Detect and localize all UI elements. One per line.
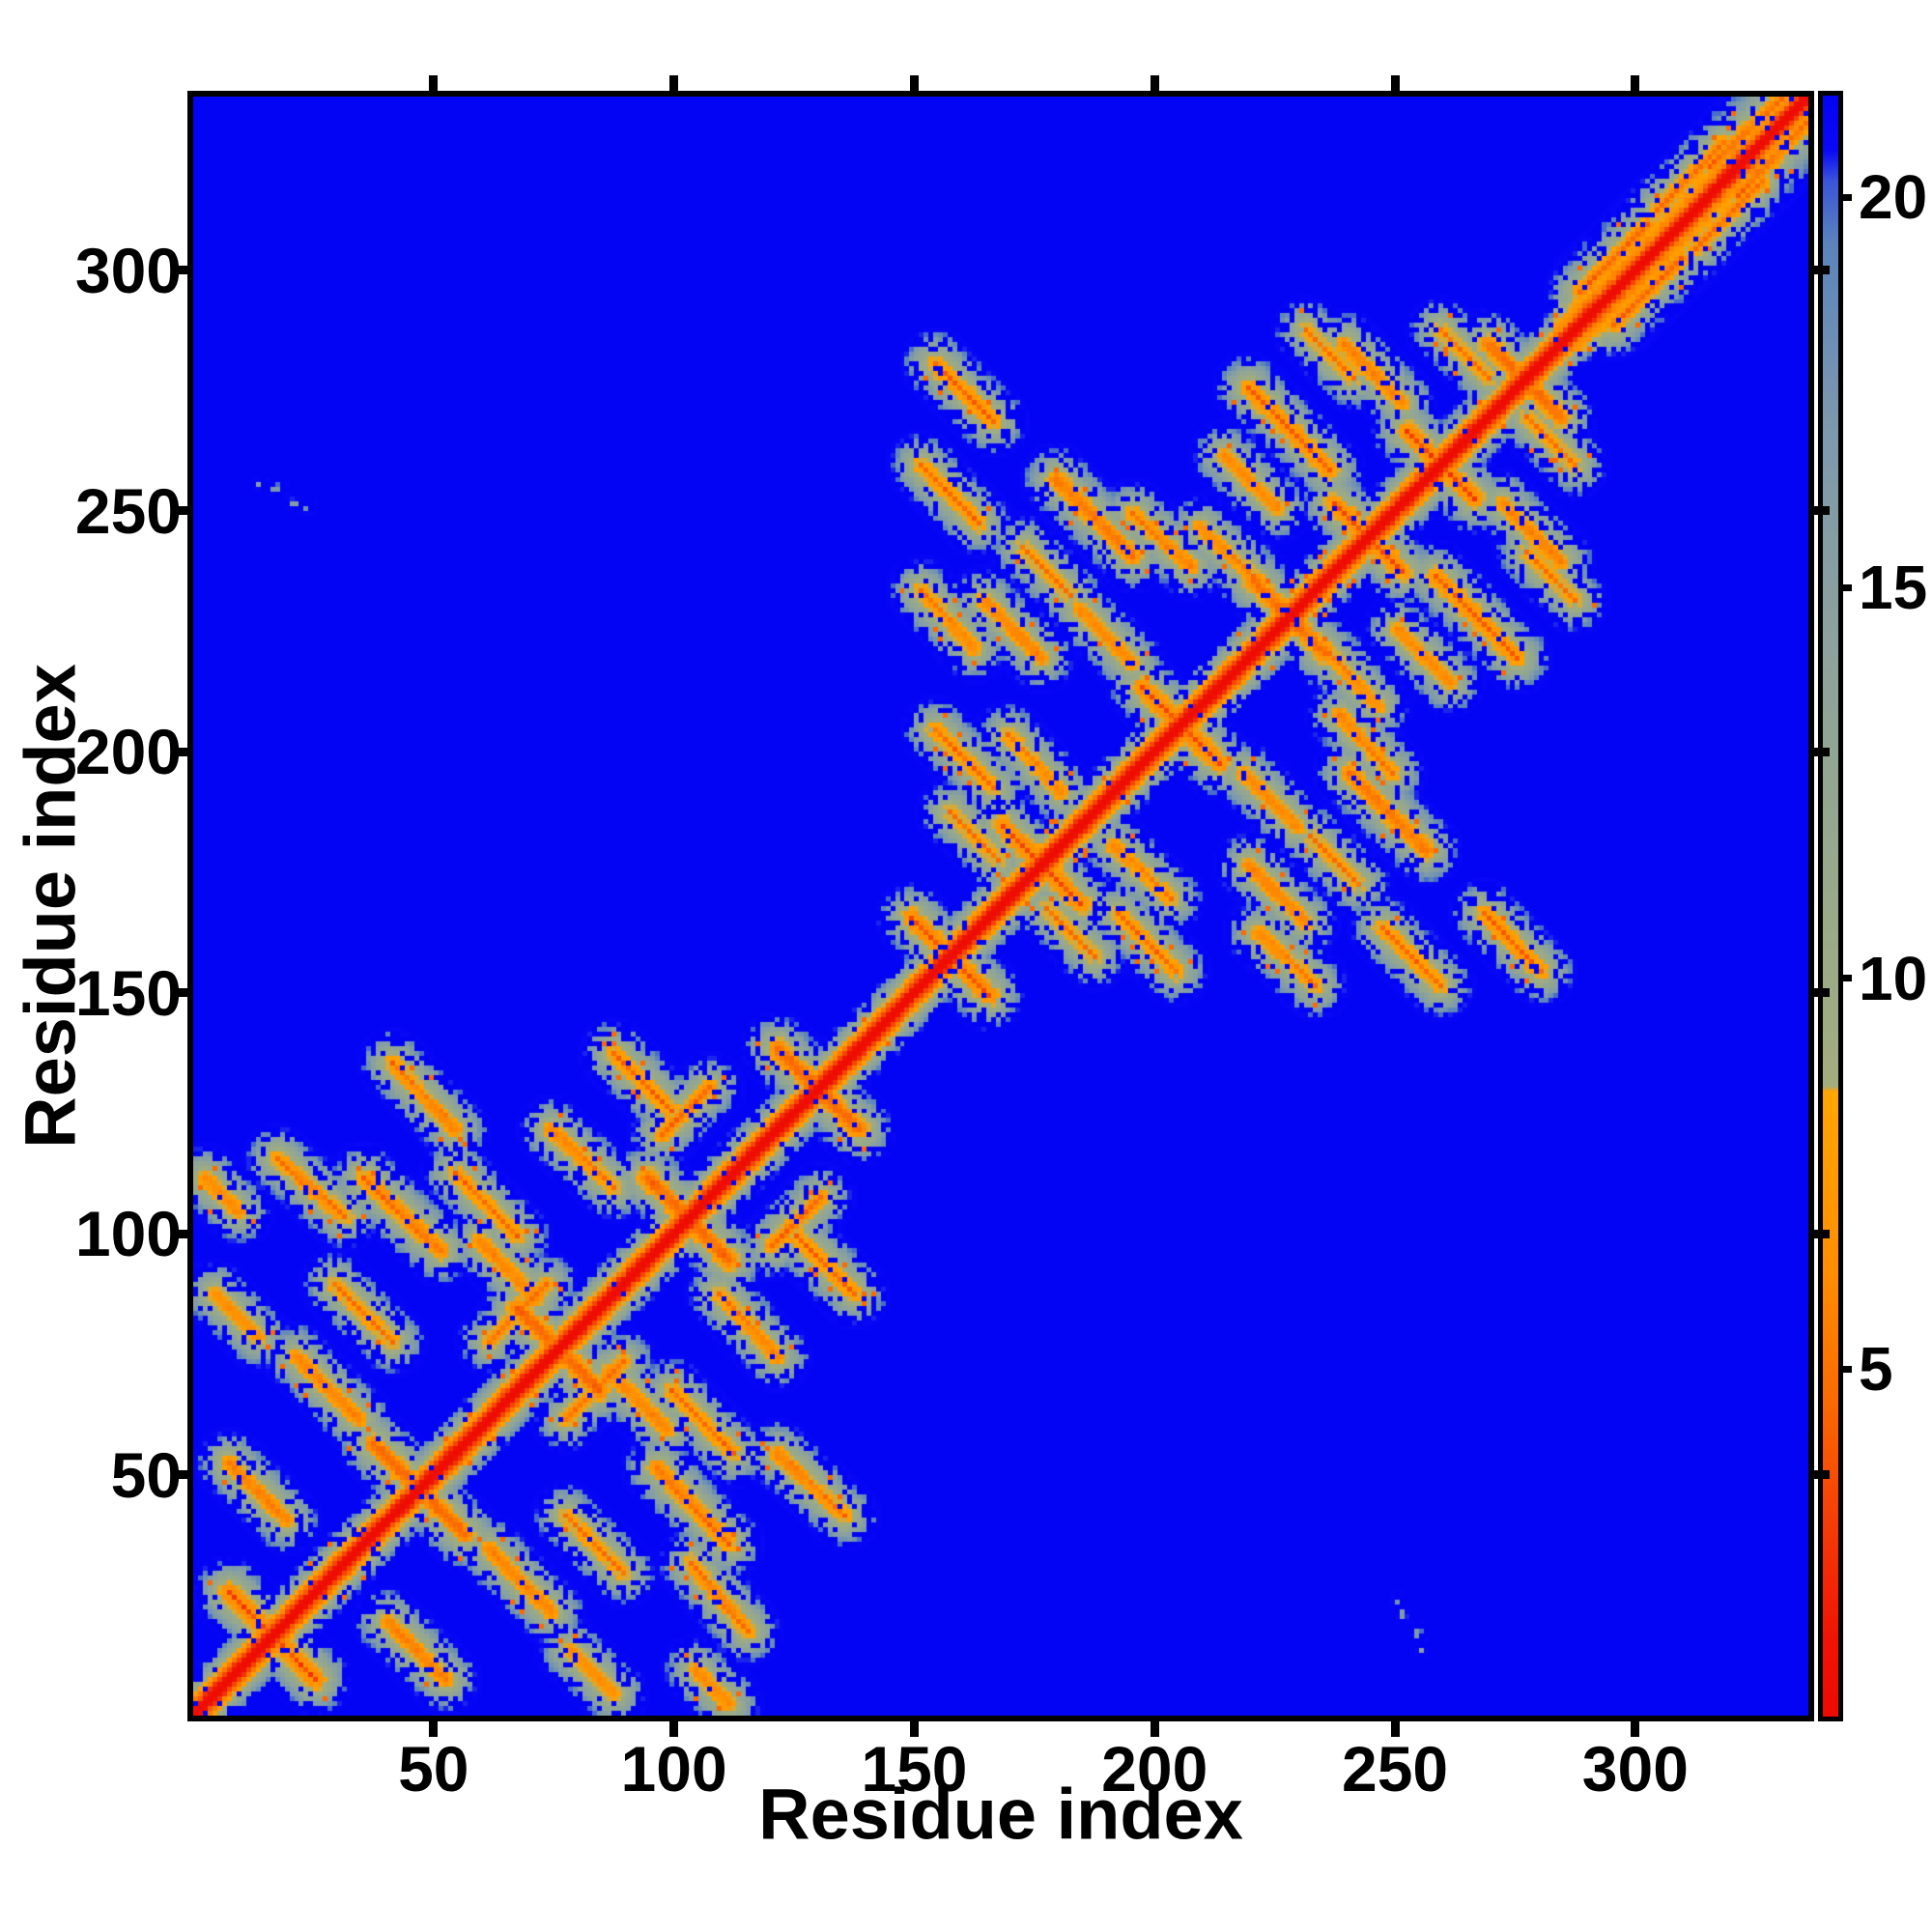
y-tick-right	[1814, 747, 1830, 756]
y-tick-right	[1814, 1229, 1830, 1238]
colorbar	[1818, 91, 1843, 1721]
x-tick-label: 150	[861, 1733, 968, 1804]
colorbar-tick	[1838, 583, 1852, 591]
y-tick	[172, 1470, 187, 1480]
y-tick	[172, 1229, 187, 1238]
y-tick-label: 200	[74, 716, 182, 788]
colorbar-tick-label: 10	[1859, 943, 1928, 1013]
y-tick-right	[1814, 506, 1830, 516]
y-tick-right	[1814, 266, 1830, 275]
x-tick	[429, 1721, 439, 1737]
x-tick-label: 250	[1341, 1733, 1449, 1804]
x-tick-top	[1390, 75, 1400, 91]
contact-map-canvas	[193, 97, 1808, 1716]
colorbar-tick	[1838, 193, 1852, 201]
x-tick-top	[909, 75, 919, 91]
x-axis-label: Residue index	[758, 1774, 1243, 1855]
y-tick	[172, 266, 187, 275]
x-tick-top	[429, 75, 439, 91]
colorbar-gradient	[1823, 96, 1838, 1717]
x-tick-top	[669, 75, 679, 91]
colorbar-tick-label: 20	[1859, 162, 1928, 233]
y-tick	[172, 506, 187, 516]
y-tick-label: 150	[74, 956, 182, 1029]
colorbar-tick	[1838, 1365, 1852, 1373]
x-tick-label: 300	[1581, 1733, 1689, 1804]
y-tick-right	[1814, 1470, 1830, 1480]
colorbar-tick-label: 15	[1859, 553, 1928, 623]
y-tick-right	[1814, 988, 1830, 998]
x-tick-label: 50	[398, 1733, 469, 1804]
x-tick-label: 200	[1101, 1733, 1208, 1804]
x-tick	[669, 1721, 679, 1737]
y-tick-label: 250	[74, 474, 182, 547]
y-tick	[172, 747, 187, 756]
x-tick	[1631, 1721, 1640, 1737]
colorbar-tick-label: 5	[1859, 1334, 1893, 1405]
colorbar-tick	[1838, 975, 1852, 982]
y-tick-label: 50	[110, 1438, 182, 1511]
y-tick	[172, 988, 187, 998]
x-tick	[909, 1721, 919, 1737]
y-tick-label: 100	[74, 1198, 182, 1270]
x-tick	[1390, 1721, 1400, 1737]
x-tick-top	[1631, 75, 1640, 91]
x-tick-top	[1150, 75, 1159, 91]
y-tick-label: 300	[74, 234, 182, 306]
x-tick	[1150, 1721, 1159, 1737]
x-tick-label: 100	[620, 1733, 727, 1804]
